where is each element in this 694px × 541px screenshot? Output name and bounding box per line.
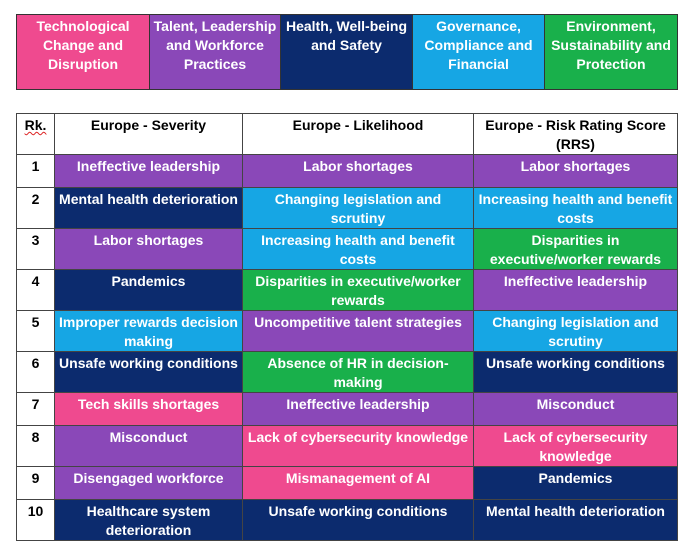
rank-header: Rk. — [16, 113, 55, 155]
severity-cell: Mental health deterioration — [54, 187, 243, 229]
rrs-cell: Disparities in executive/worker rewards — [473, 228, 678, 270]
likelihood-cell: Changing legislation and scrutiny — [242, 187, 474, 229]
rrs-cell: Lack of cybersecurity knowledge — [473, 425, 678, 467]
rrs-cell: Changing legislation and scrutiny — [473, 310, 678, 352]
likelihood-cell: Unsafe working conditions — [242, 499, 474, 541]
likelihood-cell: Increasing health and benefit costs — [242, 228, 474, 270]
severity-cell: Pandemics — [54, 269, 243, 311]
table-row: 7 Tech skills shortages Ineffective lead… — [16, 392, 678, 426]
likelihood-cell: Uncompetitive talent strategies — [242, 310, 474, 352]
likelihood-cell: Lack of cybersecurity knowledge — [242, 425, 474, 467]
severity-cell: Misconduct — [54, 425, 243, 467]
rank-header-label: Rk. — [24, 117, 47, 133]
table-row: 6 Unsafe working conditions Absence of H… — [16, 351, 678, 393]
table-body: 1 Ineffective leadership Labor shortages… — [16, 154, 678, 541]
legend-talent: Talent, Leadership and Workforce Practic… — [149, 14, 281, 90]
legend-governance: Governance, Compliance and Financial — [412, 14, 545, 90]
table-row: 10 Healthcare system deterioration Unsaf… — [16, 499, 678, 541]
severity-cell: Labor shortages — [54, 228, 243, 270]
severity-cell: Ineffective leadership — [54, 154, 243, 188]
risk-ranking-table: Rk. Europe - Severity Europe - Likelihoo… — [16, 113, 678, 541]
likelihood-cell: Absence of HR in decision-making — [242, 351, 474, 393]
rank-cell: 9 — [16, 466, 55, 500]
table-row: 8 Misconduct Lack of cybersecurity knowl… — [16, 425, 678, 467]
severity-header: Europe - Severity — [54, 113, 243, 155]
table-row: 1 Ineffective leadership Labor shortages… — [16, 154, 678, 188]
table-row: 5 Improper rewards decision making Uncom… — [16, 310, 678, 352]
legend-environment: Environment, Sustainability and Protecti… — [544, 14, 678, 90]
rank-cell: 3 — [16, 228, 55, 270]
rrs-cell: Ineffective leadership — [473, 269, 678, 311]
rrs-cell: Pandemics — [473, 466, 678, 500]
rrs-cell: Unsafe working conditions — [473, 351, 678, 393]
severity-cell: Improper rewards decision making — [54, 310, 243, 352]
likelihood-cell: Mismanagement of AI — [242, 466, 474, 500]
severity-cell: Healthcare system deterioration — [54, 499, 243, 541]
rank-cell: 10 — [16, 499, 55, 541]
legend-row: Technological Change and Disruption Tale… — [16, 14, 678, 90]
rank-cell: 2 — [16, 187, 55, 229]
likelihood-header: Europe - Likelihood — [242, 113, 474, 155]
table-header-row: Rk. Europe - Severity Europe - Likelihoo… — [16, 113, 678, 155]
rank-cell: 7 — [16, 392, 55, 426]
category-legend: Technological Change and Disruption Tale… — [16, 14, 678, 90]
rank-cell: 1 — [16, 154, 55, 188]
rank-cell: 4 — [16, 269, 55, 311]
rrs-cell: Mental health deterioration — [473, 499, 678, 541]
table-row: 3 Labor shortages Increasing health and … — [16, 228, 678, 270]
likelihood-cell: Labor shortages — [242, 154, 474, 188]
likelihood-cell: Disparities in executive/worker rewards — [242, 269, 474, 311]
rrs-cell: Labor shortages — [473, 154, 678, 188]
table-row: 9 Disengaged workforce Mismanagement of … — [16, 466, 678, 500]
rrs-cell: Misconduct — [473, 392, 678, 426]
severity-cell: Unsafe working conditions — [54, 351, 243, 393]
table-row: 4 Pandemics Disparities in executive/wor… — [16, 269, 678, 311]
rrs-header: Europe - Risk Rating Score (RRS) — [473, 113, 678, 155]
severity-cell: Tech skills shortages — [54, 392, 243, 426]
table-row: 2 Mental health deterioration Changing l… — [16, 187, 678, 229]
likelihood-cell: Ineffective leadership — [242, 392, 474, 426]
rrs-cell: Increasing health and benefit costs — [473, 187, 678, 229]
rank-cell: 6 — [16, 351, 55, 393]
legend-tech: Technological Change and Disruption — [16, 14, 150, 90]
severity-cell: Disengaged workforce — [54, 466, 243, 500]
rank-cell: 8 — [16, 425, 55, 467]
rank-cell: 5 — [16, 310, 55, 352]
legend-health: Health, Well-being and Safety — [280, 14, 413, 90]
